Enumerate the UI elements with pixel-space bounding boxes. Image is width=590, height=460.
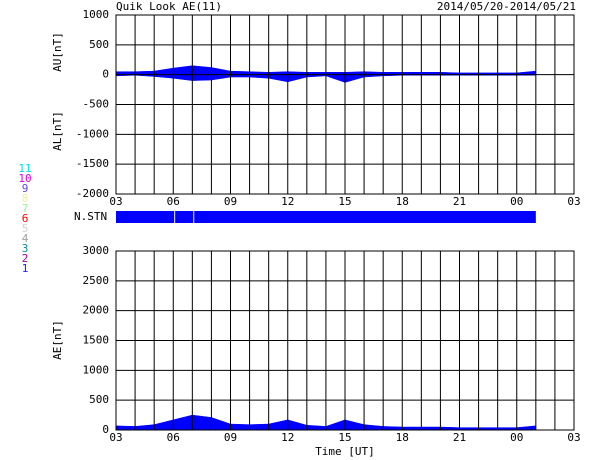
y-tick-label: -1000 <box>76 127 109 140</box>
nstn-bar <box>175 211 194 223</box>
x-tick-label: 18 <box>396 431 409 444</box>
y-tick-label: 500 <box>89 38 109 51</box>
x-tick-label: 06 <box>167 195 180 208</box>
y-tick-label: -500 <box>83 98 110 111</box>
x-tick-label: 21 <box>453 431 466 444</box>
y-tick-label: -2000 <box>76 187 109 200</box>
x-tick-label: 12 <box>281 195 294 208</box>
y-tick-label: 500 <box>89 393 109 406</box>
y-tick-label: 2000 <box>83 304 110 317</box>
y-tick-label: 1500 <box>83 334 110 347</box>
area <box>115 414 537 431</box>
plot-frame <box>115 250 575 431</box>
station-label: 5 <box>22 222 29 235</box>
nstn-bar <box>116 211 175 223</box>
y-tick-label: 1000 <box>83 363 110 376</box>
x-tick-label: 03 <box>109 431 122 444</box>
area <box>115 65 537 75</box>
chart-title: Quik Look AE(11) <box>116 0 222 13</box>
y-tick-label: 0 <box>102 423 109 436</box>
x-tick-label: 03 <box>567 195 580 208</box>
y-tick-label: 0 <box>102 68 109 81</box>
station-label: 9 <box>22 182 29 195</box>
nstn-label: N.STN <box>74 210 107 223</box>
x-tick-label: 03 <box>567 431 580 444</box>
plot-frame <box>115 14 575 195</box>
y-tick-label: 1000 <box>83 8 110 21</box>
station-label: 7 <box>22 202 29 215</box>
x-tick-label: 03 <box>109 195 122 208</box>
y-tick-label: -1500 <box>76 157 109 170</box>
station-label: 2 <box>22 252 29 265</box>
station-label: 3 <box>22 242 29 255</box>
y-axis-label: AL[nT] <box>51 111 64 151</box>
date-range: 2014/05/20-2014/05/21 <box>437 0 576 13</box>
x-tick-label: 00 <box>510 431 523 444</box>
x-tick-label: 15 <box>338 431 351 444</box>
y-axis-label: AE[nT] <box>51 320 64 360</box>
x-axis-label: Time [UT] <box>315 445 375 458</box>
area <box>115 74 537 83</box>
x-tick-label: 09 <box>224 195 237 208</box>
x-tick-label: 00 <box>510 195 523 208</box>
station-label: 1 <box>22 262 29 275</box>
y-tick-label: 2500 <box>83 274 110 287</box>
station-label: 11 <box>18 162 31 175</box>
x-tick-label: 09 <box>224 431 237 444</box>
station-label: 8 <box>22 192 29 205</box>
nstn-bar <box>194 211 536 223</box>
x-tick-label: 12 <box>281 431 294 444</box>
station-label: 6 <box>22 212 29 225</box>
x-tick-label: 06 <box>167 431 180 444</box>
x-tick-label: 15 <box>338 195 351 208</box>
y-tick-label: 3000 <box>83 244 110 257</box>
x-tick-label: 18 <box>396 195 409 208</box>
x-tick-label: 21 <box>453 195 466 208</box>
y-axis-label: AU[nT] <box>51 32 64 72</box>
station-label: 10 <box>18 172 31 185</box>
station-label: 4 <box>22 232 29 245</box>
